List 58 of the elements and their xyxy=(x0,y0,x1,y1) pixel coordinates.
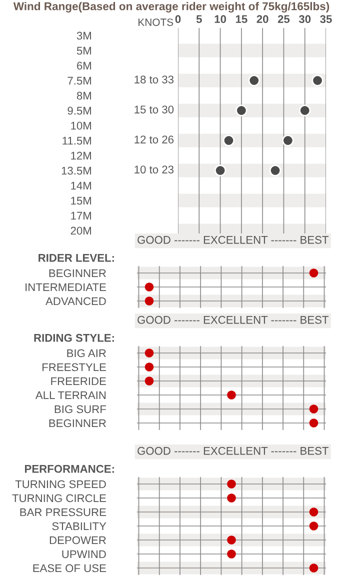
x-axis-title: GOOD ------- EXCELLENT ------- BEST xyxy=(138,236,329,244)
y-tick-label: BIG SURF xyxy=(54,405,106,414)
y-tick-label: 11.5M xyxy=(62,136,91,145)
point xyxy=(269,164,282,176)
point xyxy=(222,134,235,146)
y-tick-label: FREERIDE xyxy=(51,377,106,386)
y-tick-label: INTERMEDIATE xyxy=(26,283,106,292)
y-tick-label: BEGINNER xyxy=(49,269,106,278)
y-tick-label: 15M xyxy=(71,196,91,205)
y-tick-label: 7.5M xyxy=(68,76,91,85)
x-axis-title: GOOD ------- EXCELLENT ------- BEST xyxy=(138,316,329,324)
x-axis-title: GOOD ------- EXCELLENT ------- BEST xyxy=(138,446,329,455)
y-tick-label: 3M xyxy=(76,32,91,40)
chart-title: Wind Range(Based on average rider weight of 75kg/165lbs) xyxy=(13,2,330,13)
y-tick-label: 12M xyxy=(71,152,91,160)
point xyxy=(236,104,248,116)
x2-tick-label: 0 xyxy=(175,15,181,24)
text: 18 to 33 xyxy=(134,76,174,84)
y-tick-label: STABILITY xyxy=(52,522,106,530)
point xyxy=(312,74,324,86)
y-tick-label: BIG AIR xyxy=(67,349,106,358)
y-tick-label: 17M xyxy=(71,212,91,220)
y-tick-label: DEPOWER xyxy=(50,536,106,544)
x2-tick-label: 15 xyxy=(236,15,248,24)
point xyxy=(282,134,294,146)
x2-tick-label: 20 xyxy=(256,15,268,24)
y-tick-label: 10M xyxy=(71,122,91,130)
x2-tick-label: 25 xyxy=(278,15,290,24)
y-tick-label: 14M xyxy=(71,182,91,190)
point xyxy=(214,164,226,176)
y-tick-label: 20M xyxy=(70,226,91,235)
y-tick-label: 5M xyxy=(76,46,91,55)
y-tick-label: TURNING SPEED xyxy=(15,480,106,488)
y-tick-label: 8M xyxy=(76,92,91,100)
chart-title: RIDING STYLE: xyxy=(34,334,114,342)
y-tick-label: 6M xyxy=(77,62,91,70)
y-tick-label: FREESTYLE xyxy=(42,363,106,372)
x2-axis-title: KNOTS xyxy=(138,18,174,26)
point xyxy=(248,74,260,86)
y-tick-label: TURNING CIRCLE xyxy=(12,494,106,502)
point xyxy=(299,104,311,116)
x2-tick-label: 35 xyxy=(320,15,332,24)
y-tick-label: EASE OF USE xyxy=(33,564,106,572)
y-tick-label: UPWIND xyxy=(62,550,106,558)
y-tick-label: ADVANCED xyxy=(46,297,106,306)
y-tick-label: BAR PRESSURE xyxy=(20,508,106,516)
text: 10 to 23 xyxy=(134,166,174,174)
x2-tick-label: 5 xyxy=(196,15,202,24)
text: 15 to 30 xyxy=(134,106,174,114)
chart-title: PERFORMANCE: xyxy=(25,464,114,473)
y-tick-label: 9.5M xyxy=(68,106,91,115)
text: 12 to 26 xyxy=(134,136,174,144)
x2-tick-label: 30 xyxy=(298,15,311,24)
y-tick-label: ALL TERRAIN xyxy=(35,391,106,400)
y-tick-label: 13.5M xyxy=(62,166,91,175)
chart-title: RIDER LEVEL: xyxy=(38,254,114,262)
x2-tick-label: 10 xyxy=(214,15,226,24)
y-tick-label: BEGINNER xyxy=(49,419,106,428)
